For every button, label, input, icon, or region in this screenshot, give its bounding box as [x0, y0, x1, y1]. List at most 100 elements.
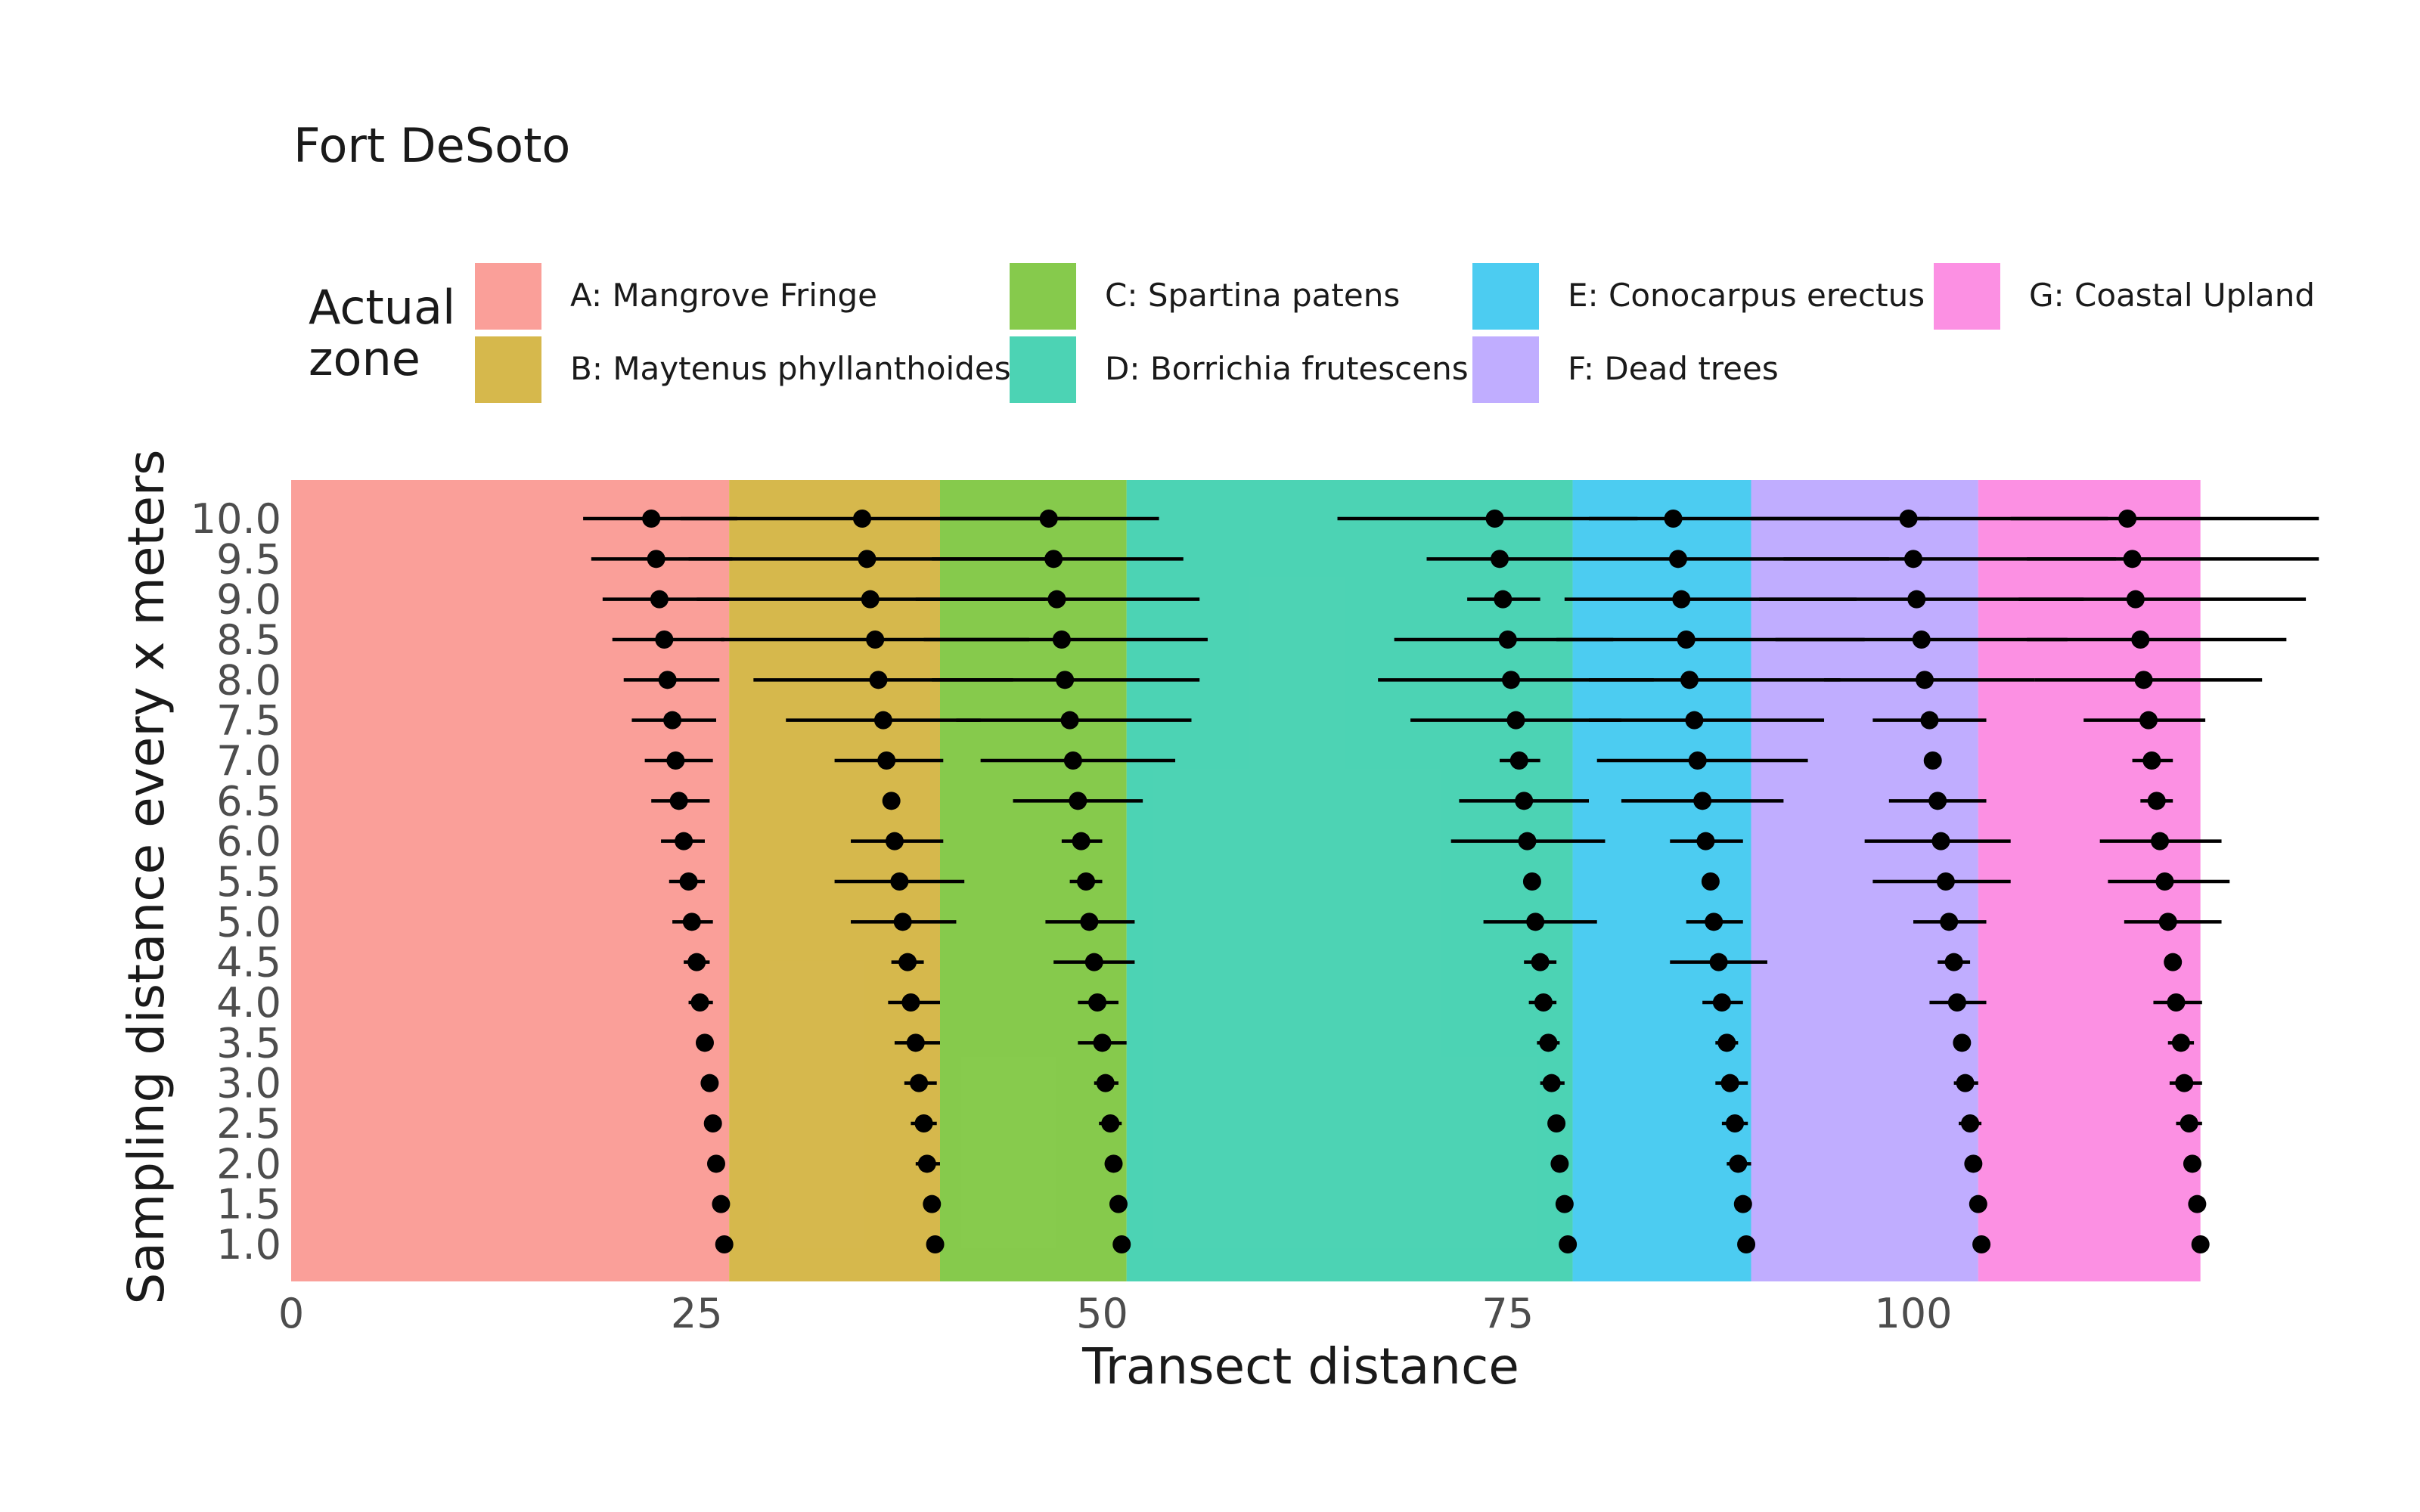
- estimate-point: [1072, 832, 1091, 850]
- estimate-point: [1936, 872, 1955, 891]
- y-tick-label: 3.5: [216, 1019, 281, 1067]
- estimate-point: [1056, 671, 1075, 689]
- estimate-point: [2167, 993, 2186, 1012]
- estimate-point: [1522, 872, 1541, 891]
- y-tick-label: 6.5: [216, 777, 281, 825]
- estimate-point: [2123, 550, 2142, 569]
- estimate-point: [1680, 671, 1699, 689]
- estimate-point: [1080, 912, 1099, 931]
- estimate-point: [873, 711, 892, 730]
- estimate-point: [1526, 912, 1545, 931]
- estimate-point: [1705, 912, 1723, 931]
- estimate-point: [2164, 953, 2183, 971]
- y-tick-label: 7.5: [216, 697, 281, 745]
- y-axis-title: Sampling distance every x meters: [117, 450, 175, 1305]
- estimate-point: [1491, 550, 1509, 569]
- estimate-point: [1039, 510, 1058, 528]
- estimate-point: [1733, 1194, 1752, 1213]
- estimate-point: [1912, 631, 1931, 649]
- estimate-point: [1093, 1033, 1112, 1052]
- estimate-point: [1964, 1154, 1983, 1173]
- estimate-point: [1928, 792, 1947, 810]
- estimate-point: [2126, 590, 2145, 609]
- x-tick-label: 75: [1481, 1290, 1534, 1337]
- estimate-point: [1961, 1114, 1980, 1132]
- estimate-point: [1498, 631, 1517, 649]
- estimate-point: [650, 590, 669, 609]
- estimate-point: [882, 792, 901, 810]
- estimate-point: [1907, 590, 1926, 609]
- estimate-point: [1101, 1114, 1120, 1132]
- estimate-point: [1052, 631, 1071, 649]
- x-axis-title: Transect distance: [1081, 1337, 1519, 1396]
- estimate-point: [1047, 590, 1066, 609]
- estimate-point: [690, 993, 709, 1012]
- estimate-point: [1717, 1033, 1736, 1052]
- legend-title: Actual zone: [309, 280, 470, 386]
- estimate-point: [2134, 671, 2153, 689]
- estimate-point: [1923, 751, 1942, 770]
- estimate-point: [914, 1114, 933, 1132]
- legend-swatch: [1010, 263, 1076, 330]
- legend-swatch: [475, 263, 541, 330]
- estimate-point: [1940, 912, 1959, 931]
- legend-swatch: [475, 336, 541, 403]
- estimate-point: [901, 993, 920, 1012]
- legend-label: G: Coastal Upland: [2029, 277, 2315, 314]
- x-tick-label: 0: [278, 1290, 304, 1337]
- estimate-point: [1502, 671, 1521, 689]
- estimate-point: [647, 550, 666, 569]
- estimate-point: [1737, 1235, 1756, 1253]
- estimate-point: [1096, 1074, 1115, 1092]
- estimate-point: [1084, 953, 1103, 971]
- estimate-point: [1701, 872, 1720, 891]
- y-tick-label: 7.0: [216, 737, 281, 785]
- x-tick-label: 100: [1874, 1290, 1952, 1337]
- legend-label: C: Spartina patens: [1105, 277, 1400, 314]
- estimate-point: [1547, 1114, 1566, 1132]
- y-tick-label: 9.0: [216, 576, 281, 624]
- legend-label: F: Dead trees: [1568, 350, 1779, 387]
- estimate-point: [1729, 1154, 1748, 1173]
- y-tick-label: 2.0: [216, 1140, 281, 1188]
- plot-area: [291, 480, 2319, 1281]
- y-tick-label: 4.0: [216, 979, 281, 1027]
- y-tick-label: 1.5: [216, 1181, 281, 1228]
- estimate-point: [2158, 912, 2177, 931]
- legend-label: B: Maytenus phyllanthoides: [570, 350, 1011, 387]
- estimate-point: [1712, 993, 1731, 1012]
- estimate-point: [926, 1235, 945, 1253]
- estimate-point: [853, 510, 872, 528]
- zone-band: [291, 480, 730, 1281]
- estimate-point: [2180, 1114, 2198, 1132]
- estimate-point: [1916, 671, 1934, 689]
- estimate-point: [715, 1235, 734, 1253]
- legend-swatch: [1934, 263, 2000, 330]
- estimate-point: [666, 751, 685, 770]
- y-axis: 1.01.52.02.53.03.54.04.55.05.56.06.57.07…: [191, 495, 281, 1269]
- estimate-point: [2139, 711, 2158, 730]
- estimate-point: [890, 872, 909, 891]
- estimate-point: [877, 751, 896, 770]
- estimate-point: [1696, 832, 1715, 850]
- zone-band: [1126, 480, 1573, 1281]
- estimate-point: [1944, 953, 1963, 971]
- estimate-point: [1060, 711, 1079, 730]
- legend-swatch: [1472, 336, 1539, 403]
- estimate-point: [1899, 510, 1918, 528]
- estimate-point: [858, 550, 876, 569]
- estimate-point: [2175, 1074, 2194, 1092]
- estimate-point: [663, 711, 682, 730]
- legend-label: A: Mangrove Fringe: [570, 277, 877, 314]
- estimate-point: [642, 510, 661, 528]
- estimate-point: [1539, 1033, 1558, 1052]
- estimate-point: [1555, 1194, 1574, 1213]
- y-tick-label: 8.0: [216, 656, 281, 704]
- estimate-point: [682, 912, 701, 931]
- legend-swatch: [1472, 263, 1539, 330]
- y-tick-label: 3.0: [216, 1060, 281, 1108]
- estimate-point: [1972, 1235, 1991, 1253]
- estimate-point: [706, 1154, 725, 1173]
- estimate-point: [2183, 1154, 2201, 1173]
- y-tick-label: 4.5: [216, 939, 281, 987]
